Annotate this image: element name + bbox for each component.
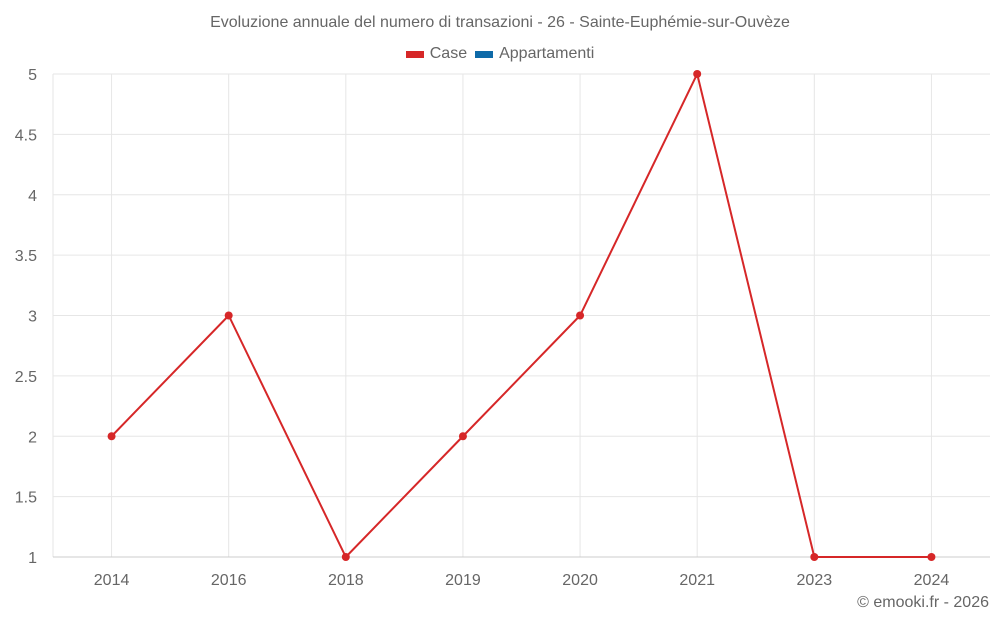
legend-item-case[interactable]: Case <box>405 45 468 63</box>
legend-swatch-case <box>405 50 424 58</box>
credit-text: © emooki.fr - 2026 <box>857 594 989 611</box>
y-tick-label: 3.5 <box>15 248 37 265</box>
x-tick-label: 2018 <box>328 572 364 589</box>
data-point[interactable] <box>576 311 585 320</box>
y-tick-label: 1 <box>28 550 37 567</box>
y-tick-label: 4.5 <box>15 127 37 144</box>
chart-title: Evoluzione annuale del numero di transaz… <box>210 14 790 31</box>
y-tick-label: 2.5 <box>15 369 37 386</box>
legend-swatch-appartamenti <box>475 50 494 58</box>
y-tick-label: 4 <box>28 188 37 205</box>
y-axis: 1 1.5 2 2.5 3 3.5 4 4.5 5 <box>15 67 37 567</box>
x-tick-label: 2019 <box>445 572 481 589</box>
x-tick-label: 2024 <box>914 572 950 589</box>
x-tick-label: 2020 <box>562 572 598 589</box>
data-point[interactable] <box>107 432 116 441</box>
legend-item-appartamenti[interactable]: Appartamenti <box>475 45 594 63</box>
y-tick-label: 1.5 <box>15 490 37 507</box>
legend: Case Appartamenti <box>0 45 1000 63</box>
x-tick-label: 2014 <box>94 572 130 589</box>
data-point[interactable] <box>341 553 350 561</box>
y-tick-label: 3 <box>28 309 37 326</box>
data-point[interactable] <box>927 553 936 561</box>
data-point[interactable] <box>693 70 702 78</box>
x-tick-label: 2023 <box>797 572 833 589</box>
y-tick-label: 2 <box>28 429 37 446</box>
x-tick-label: 2016 <box>211 572 247 589</box>
legend-label-case: Case <box>429 45 468 62</box>
data-point[interactable] <box>810 553 819 561</box>
data-point[interactable] <box>224 311 233 320</box>
series-case <box>107 70 936 561</box>
legend-label-appartamenti: Appartamenti <box>499 45 595 62</box>
gridlines <box>52 73 990 558</box>
y-tick-label: 5 <box>28 67 37 84</box>
x-tick-label: 2021 <box>679 572 715 589</box>
data-point[interactable] <box>458 432 467 441</box>
x-axis: 2014 2016 2018 2019 2020 2021 2023 2024 <box>53 556 990 589</box>
